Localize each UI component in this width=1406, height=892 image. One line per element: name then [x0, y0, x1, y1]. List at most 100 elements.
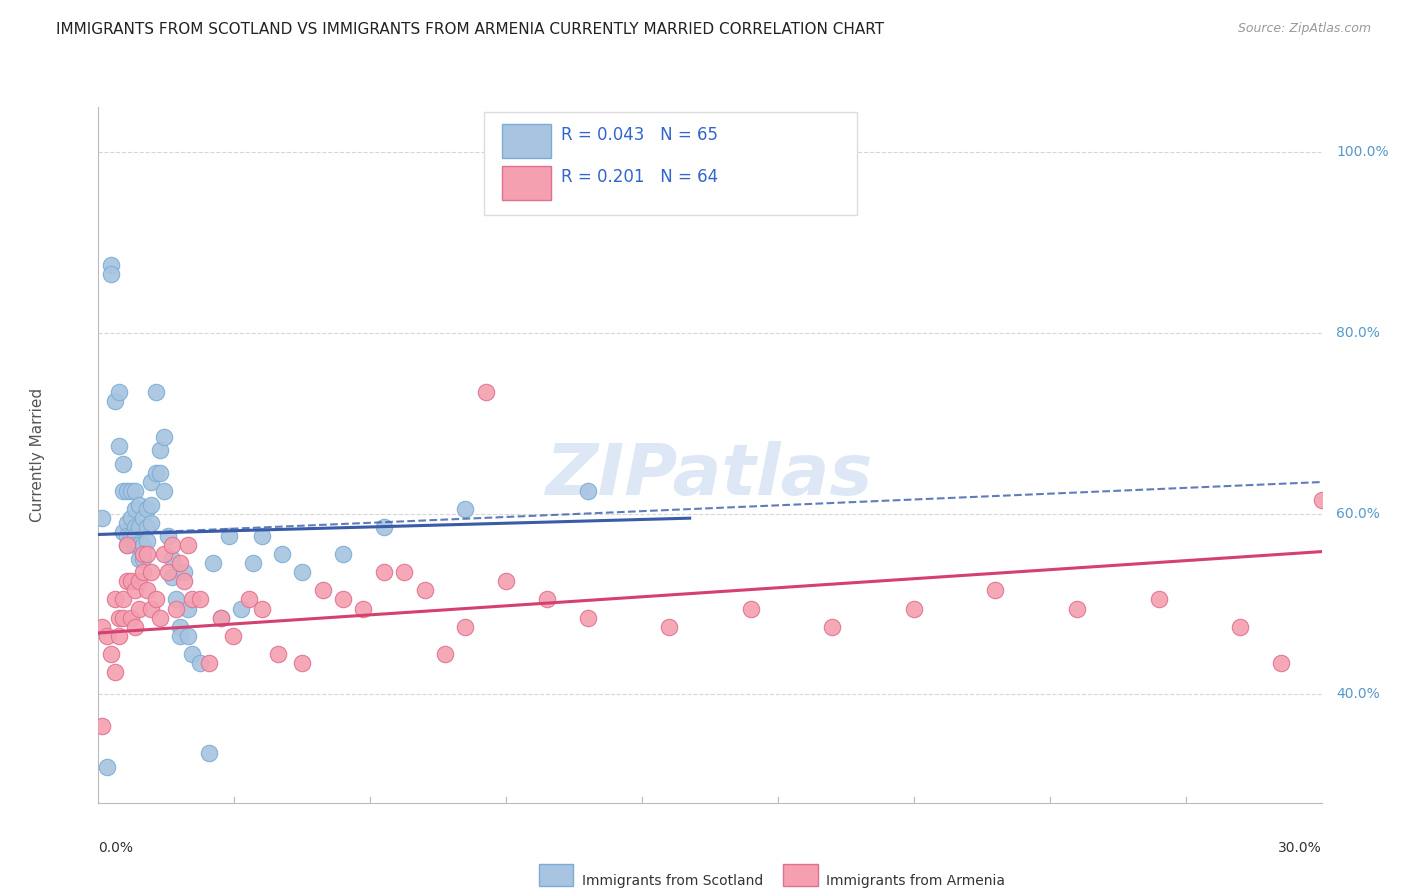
Point: [160, 538, 183, 552]
Point: [373, 520, 395, 534]
Point: [145, 592, 167, 607]
Text: 40.0%: 40.0%: [1336, 688, 1381, 701]
Point: [165, 592, 187, 607]
Text: 80.0%: 80.0%: [1336, 326, 1381, 340]
Point: [111, 592, 134, 607]
Point: [108, 384, 131, 399]
Text: 60.0%: 60.0%: [1336, 507, 1381, 521]
Point: [141, 566, 163, 580]
Point: [120, 484, 142, 499]
Point: [177, 538, 200, 552]
Point: [128, 551, 150, 566]
Point: [145, 466, 167, 480]
Text: R = 0.201   N = 64: R = 0.201 N = 64: [561, 168, 718, 186]
Point: [136, 502, 159, 516]
Point: [136, 547, 159, 561]
Point: [145, 384, 167, 399]
Point: [169, 557, 191, 571]
Point: [120, 511, 142, 525]
Point: [120, 529, 142, 543]
FancyBboxPatch shape: [783, 864, 818, 887]
Point: [124, 538, 146, 552]
Point: [124, 619, 146, 633]
Point: [152, 547, 174, 561]
Point: [218, 529, 240, 543]
Point: [132, 551, 155, 566]
Point: [124, 484, 146, 499]
Point: [1147, 592, 1170, 607]
Point: [124, 520, 146, 534]
Point: [128, 498, 150, 512]
Point: [91, 511, 114, 525]
Point: [352, 601, 374, 615]
Point: [181, 647, 204, 661]
Point: [136, 533, 159, 548]
Point: [177, 601, 200, 615]
Point: [188, 592, 212, 607]
Point: [152, 484, 174, 499]
Point: [120, 610, 142, 624]
Point: [136, 520, 159, 534]
Text: Currently Married: Currently Married: [30, 388, 45, 522]
Point: [104, 393, 127, 408]
Point: [160, 570, 183, 584]
Point: [1229, 619, 1251, 633]
Point: [132, 566, 155, 580]
Point: [474, 384, 498, 399]
Point: [454, 619, 477, 633]
Text: ZIPatlas: ZIPatlas: [547, 442, 873, 510]
Point: [91, 619, 114, 633]
Text: 100.0%: 100.0%: [1336, 145, 1389, 159]
Point: [740, 601, 762, 615]
Point: [111, 524, 134, 539]
Point: [332, 547, 354, 561]
Point: [984, 583, 1007, 598]
Point: [141, 498, 163, 512]
Point: [173, 574, 195, 589]
Point: [173, 566, 195, 580]
Point: [111, 610, 134, 624]
FancyBboxPatch shape: [484, 112, 856, 215]
Point: [312, 583, 335, 598]
Point: [108, 610, 131, 624]
Point: [242, 557, 264, 571]
Point: [291, 566, 314, 580]
Point: [100, 258, 122, 272]
FancyBboxPatch shape: [502, 166, 551, 200]
Point: [1310, 493, 1333, 508]
Point: [115, 538, 138, 552]
Point: [270, 547, 294, 561]
Point: [165, 601, 187, 615]
Text: Immigrants from Scotland: Immigrants from Scotland: [582, 874, 763, 888]
Point: [149, 610, 172, 624]
Point: [392, 566, 416, 580]
Point: [156, 566, 179, 580]
Point: [222, 629, 245, 643]
Point: [132, 547, 155, 561]
Point: [332, 592, 354, 607]
Text: Source: ZipAtlas.com: Source: ZipAtlas.com: [1237, 22, 1371, 36]
Point: [111, 484, 134, 499]
Point: [128, 574, 150, 589]
Point: [250, 529, 273, 543]
Point: [128, 520, 150, 534]
Point: [250, 601, 273, 615]
FancyBboxPatch shape: [502, 124, 551, 158]
Text: R = 0.043   N = 65: R = 0.043 N = 65: [561, 126, 718, 144]
Point: [238, 592, 260, 607]
Point: [136, 583, 159, 598]
Point: [149, 466, 172, 480]
Text: IMMIGRANTS FROM SCOTLAND VS IMMIGRANTS FROM ARMENIA CURRENTLY MARRIED CORRELATIO: IMMIGRANTS FROM SCOTLAND VS IMMIGRANTS F…: [56, 22, 884, 37]
Point: [169, 629, 191, 643]
Point: [434, 647, 457, 661]
Point: [209, 610, 232, 624]
Point: [231, 601, 253, 615]
Point: [156, 529, 179, 543]
Point: [181, 592, 204, 607]
Point: [197, 656, 219, 670]
Point: [141, 516, 163, 530]
Point: [108, 439, 131, 453]
Point: [454, 502, 477, 516]
Point: [658, 619, 681, 633]
Point: [201, 557, 224, 571]
